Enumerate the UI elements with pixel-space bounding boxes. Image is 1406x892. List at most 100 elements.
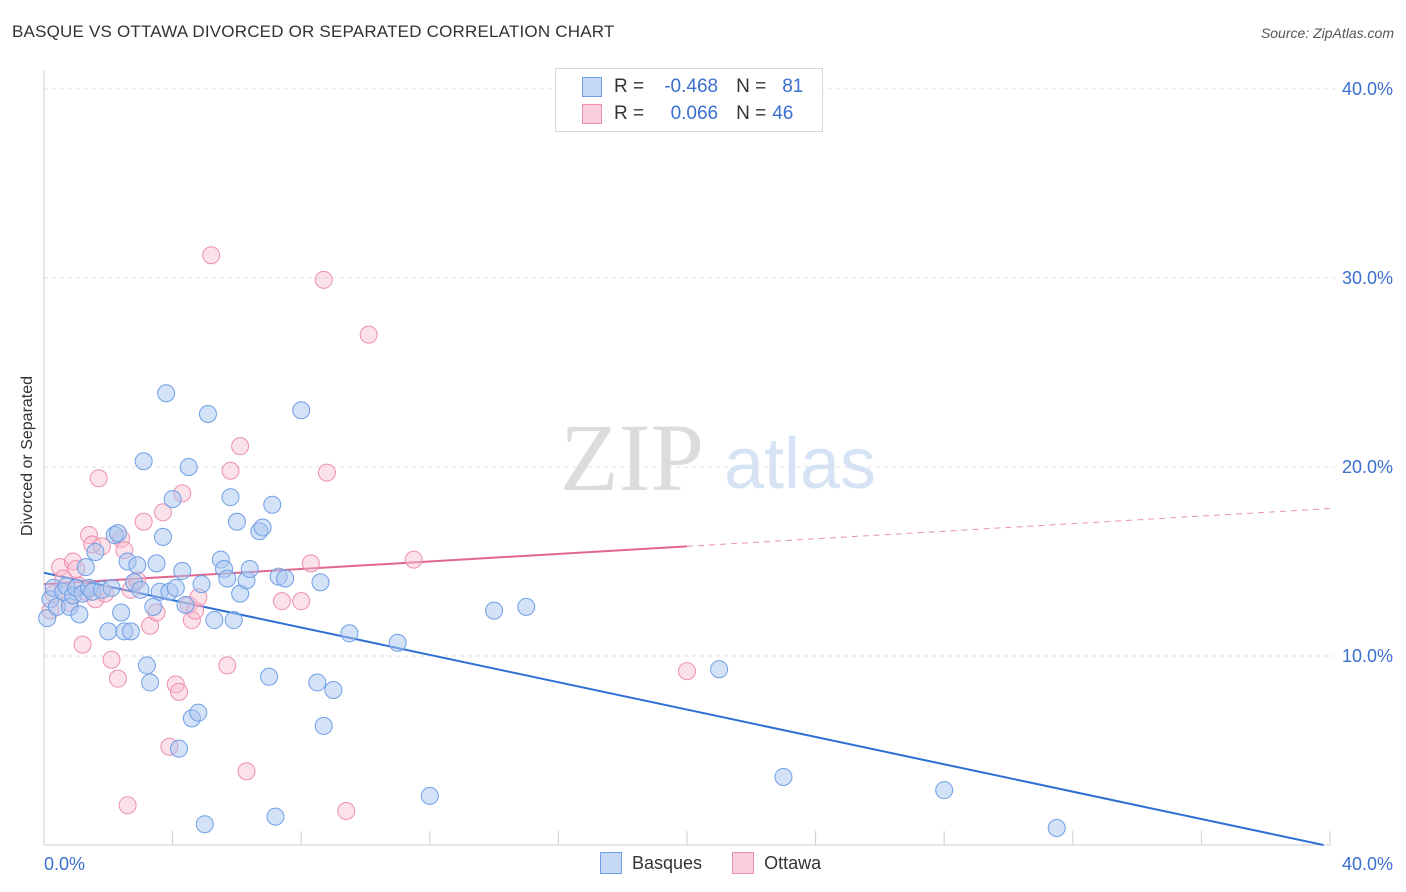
grid-lines bbox=[44, 88, 1335, 657]
legend-n-value: 81 bbox=[782, 76, 804, 97]
ottawa-point bbox=[678, 662, 696, 681]
ottawa-point bbox=[182, 611, 201, 630]
basques-point bbox=[137, 656, 156, 675]
basques-point bbox=[205, 611, 224, 630]
ottawa-point bbox=[314, 270, 333, 289]
legend-r-label: R = bbox=[614, 103, 645, 124]
basques-point bbox=[86, 543, 105, 562]
basques-point bbox=[70, 605, 89, 624]
trend-line-ottawa-extension bbox=[686, 508, 1331, 547]
basques-point bbox=[173, 561, 192, 580]
legend-swatch-ottawa bbox=[732, 852, 755, 874]
y-tick-label: 30.0% bbox=[1342, 268, 1393, 288]
legend-swatch-ottawa bbox=[582, 104, 602, 124]
ottawa-point bbox=[108, 669, 127, 688]
basques-point bbox=[189, 703, 208, 722]
basques-point bbox=[485, 601, 504, 620]
basques-point bbox=[517, 597, 536, 616]
basques-point bbox=[198, 405, 217, 424]
basques-point bbox=[324, 681, 343, 699]
basques-point bbox=[774, 767, 793, 786]
legend-r-value: 0.066 bbox=[670, 103, 719, 124]
watermark-zip: ZIP bbox=[560, 404, 704, 511]
ottawa-point bbox=[292, 592, 311, 611]
basques-point bbox=[263, 495, 282, 514]
basques-point bbox=[266, 807, 285, 826]
ottawa-points bbox=[41, 246, 696, 820]
ottawa-point bbox=[272, 592, 291, 611]
legend-swatch-basques bbox=[600, 852, 622, 874]
ottawa-point bbox=[80, 526, 99, 544]
axes bbox=[43, 70, 1331, 846]
legend-label-ottawa: Ottawa bbox=[764, 852, 822, 873]
legend-r-value: -0.468 bbox=[664, 76, 719, 97]
ottawa-point bbox=[218, 656, 237, 675]
basques-point bbox=[224, 611, 243, 630]
y-tick-label: 20.0% bbox=[1342, 457, 1393, 477]
trend-line-basques bbox=[43, 571, 1324, 846]
basques-point bbox=[388, 633, 407, 652]
ottawa-point bbox=[102, 650, 121, 669]
basques-point bbox=[420, 786, 439, 805]
legend-swatch-basques bbox=[582, 77, 602, 97]
ottawa-point bbox=[221, 461, 240, 480]
y-tick-label: 10.0% bbox=[1342, 646, 1393, 666]
basques-point bbox=[153, 527, 172, 546]
y-tick-label: 40.0% bbox=[1342, 79, 1393, 99]
basques-point bbox=[710, 660, 729, 679]
ottawa-point bbox=[404, 550, 423, 569]
ottawa-point bbox=[170, 682, 189, 701]
basques-point bbox=[121, 622, 140, 641]
basques-point bbox=[308, 673, 327, 692]
basques-point bbox=[260, 667, 279, 686]
legend-item-basques[interactable]: Basques bbox=[600, 852, 702, 874]
ottawa-point bbox=[237, 762, 256, 781]
basques-point bbox=[76, 558, 95, 577]
basques-point bbox=[141, 673, 160, 692]
basques-point bbox=[227, 512, 246, 531]
correlation-legend: R = -0.468 N = 81 R = 0.066 N = 46 bbox=[555, 68, 823, 132]
basques-point bbox=[108, 524, 127, 543]
ottawa-point bbox=[134, 512, 153, 531]
legend-row-basques: R = -0.468 N = 81 bbox=[582, 73, 803, 101]
basques-point bbox=[134, 452, 153, 471]
basques-point bbox=[221, 488, 240, 507]
basques-points bbox=[38, 384, 1066, 837]
source-credit: Source: ZipAtlas.com bbox=[1260, 25, 1394, 41]
basques-point bbox=[128, 556, 147, 575]
basques-point bbox=[314, 716, 333, 735]
basques-point bbox=[99, 622, 118, 641]
basques-point bbox=[935, 781, 954, 800]
chart-title: BASQUE VS OTTAWA DIVORCED OR SEPARATED C… bbox=[12, 22, 615, 41]
watermark: ZIP atlas bbox=[560, 404, 876, 511]
basques-point bbox=[176, 595, 195, 614]
ottawa-point bbox=[359, 325, 378, 344]
basques-point bbox=[218, 569, 237, 588]
trend-lines bbox=[43, 508, 1331, 846]
ottawa-point bbox=[231, 437, 250, 456]
basques-point bbox=[166, 578, 185, 597]
ottawa-point bbox=[141, 616, 160, 635]
ottawa-point bbox=[118, 796, 137, 815]
legend-n-label: N = bbox=[736, 103, 767, 124]
trend-line-ottawa bbox=[43, 545, 688, 586]
legend-item-ottawa[interactable]: Ottawa bbox=[732, 852, 821, 874]
basques-point bbox=[192, 575, 211, 594]
watermark-atlas: atlas bbox=[724, 424, 876, 504]
ottawa-point bbox=[153, 503, 172, 522]
basques-point bbox=[170, 739, 189, 758]
basques-point bbox=[157, 384, 176, 403]
basques-point bbox=[340, 624, 359, 643]
x-tick-label: 40.0% bbox=[1342, 854, 1393, 874]
basques-point bbox=[240, 560, 259, 579]
basques-point bbox=[253, 518, 272, 537]
basques-point bbox=[144, 597, 163, 616]
ottawa-point bbox=[202, 246, 221, 265]
legend-row-ottawa: R = 0.066 N = 46 bbox=[582, 100, 793, 128]
legend-label-basques: Basques bbox=[632, 852, 703, 873]
series-legend: Basques Ottawa bbox=[600, 852, 851, 874]
basques-point bbox=[102, 578, 121, 597]
basques-point bbox=[131, 580, 150, 599]
basques-point bbox=[292, 401, 311, 420]
tick-labels: 10.0% 20.0% 30.0% 40.0% 0.0% 40.0% bbox=[44, 79, 1393, 874]
